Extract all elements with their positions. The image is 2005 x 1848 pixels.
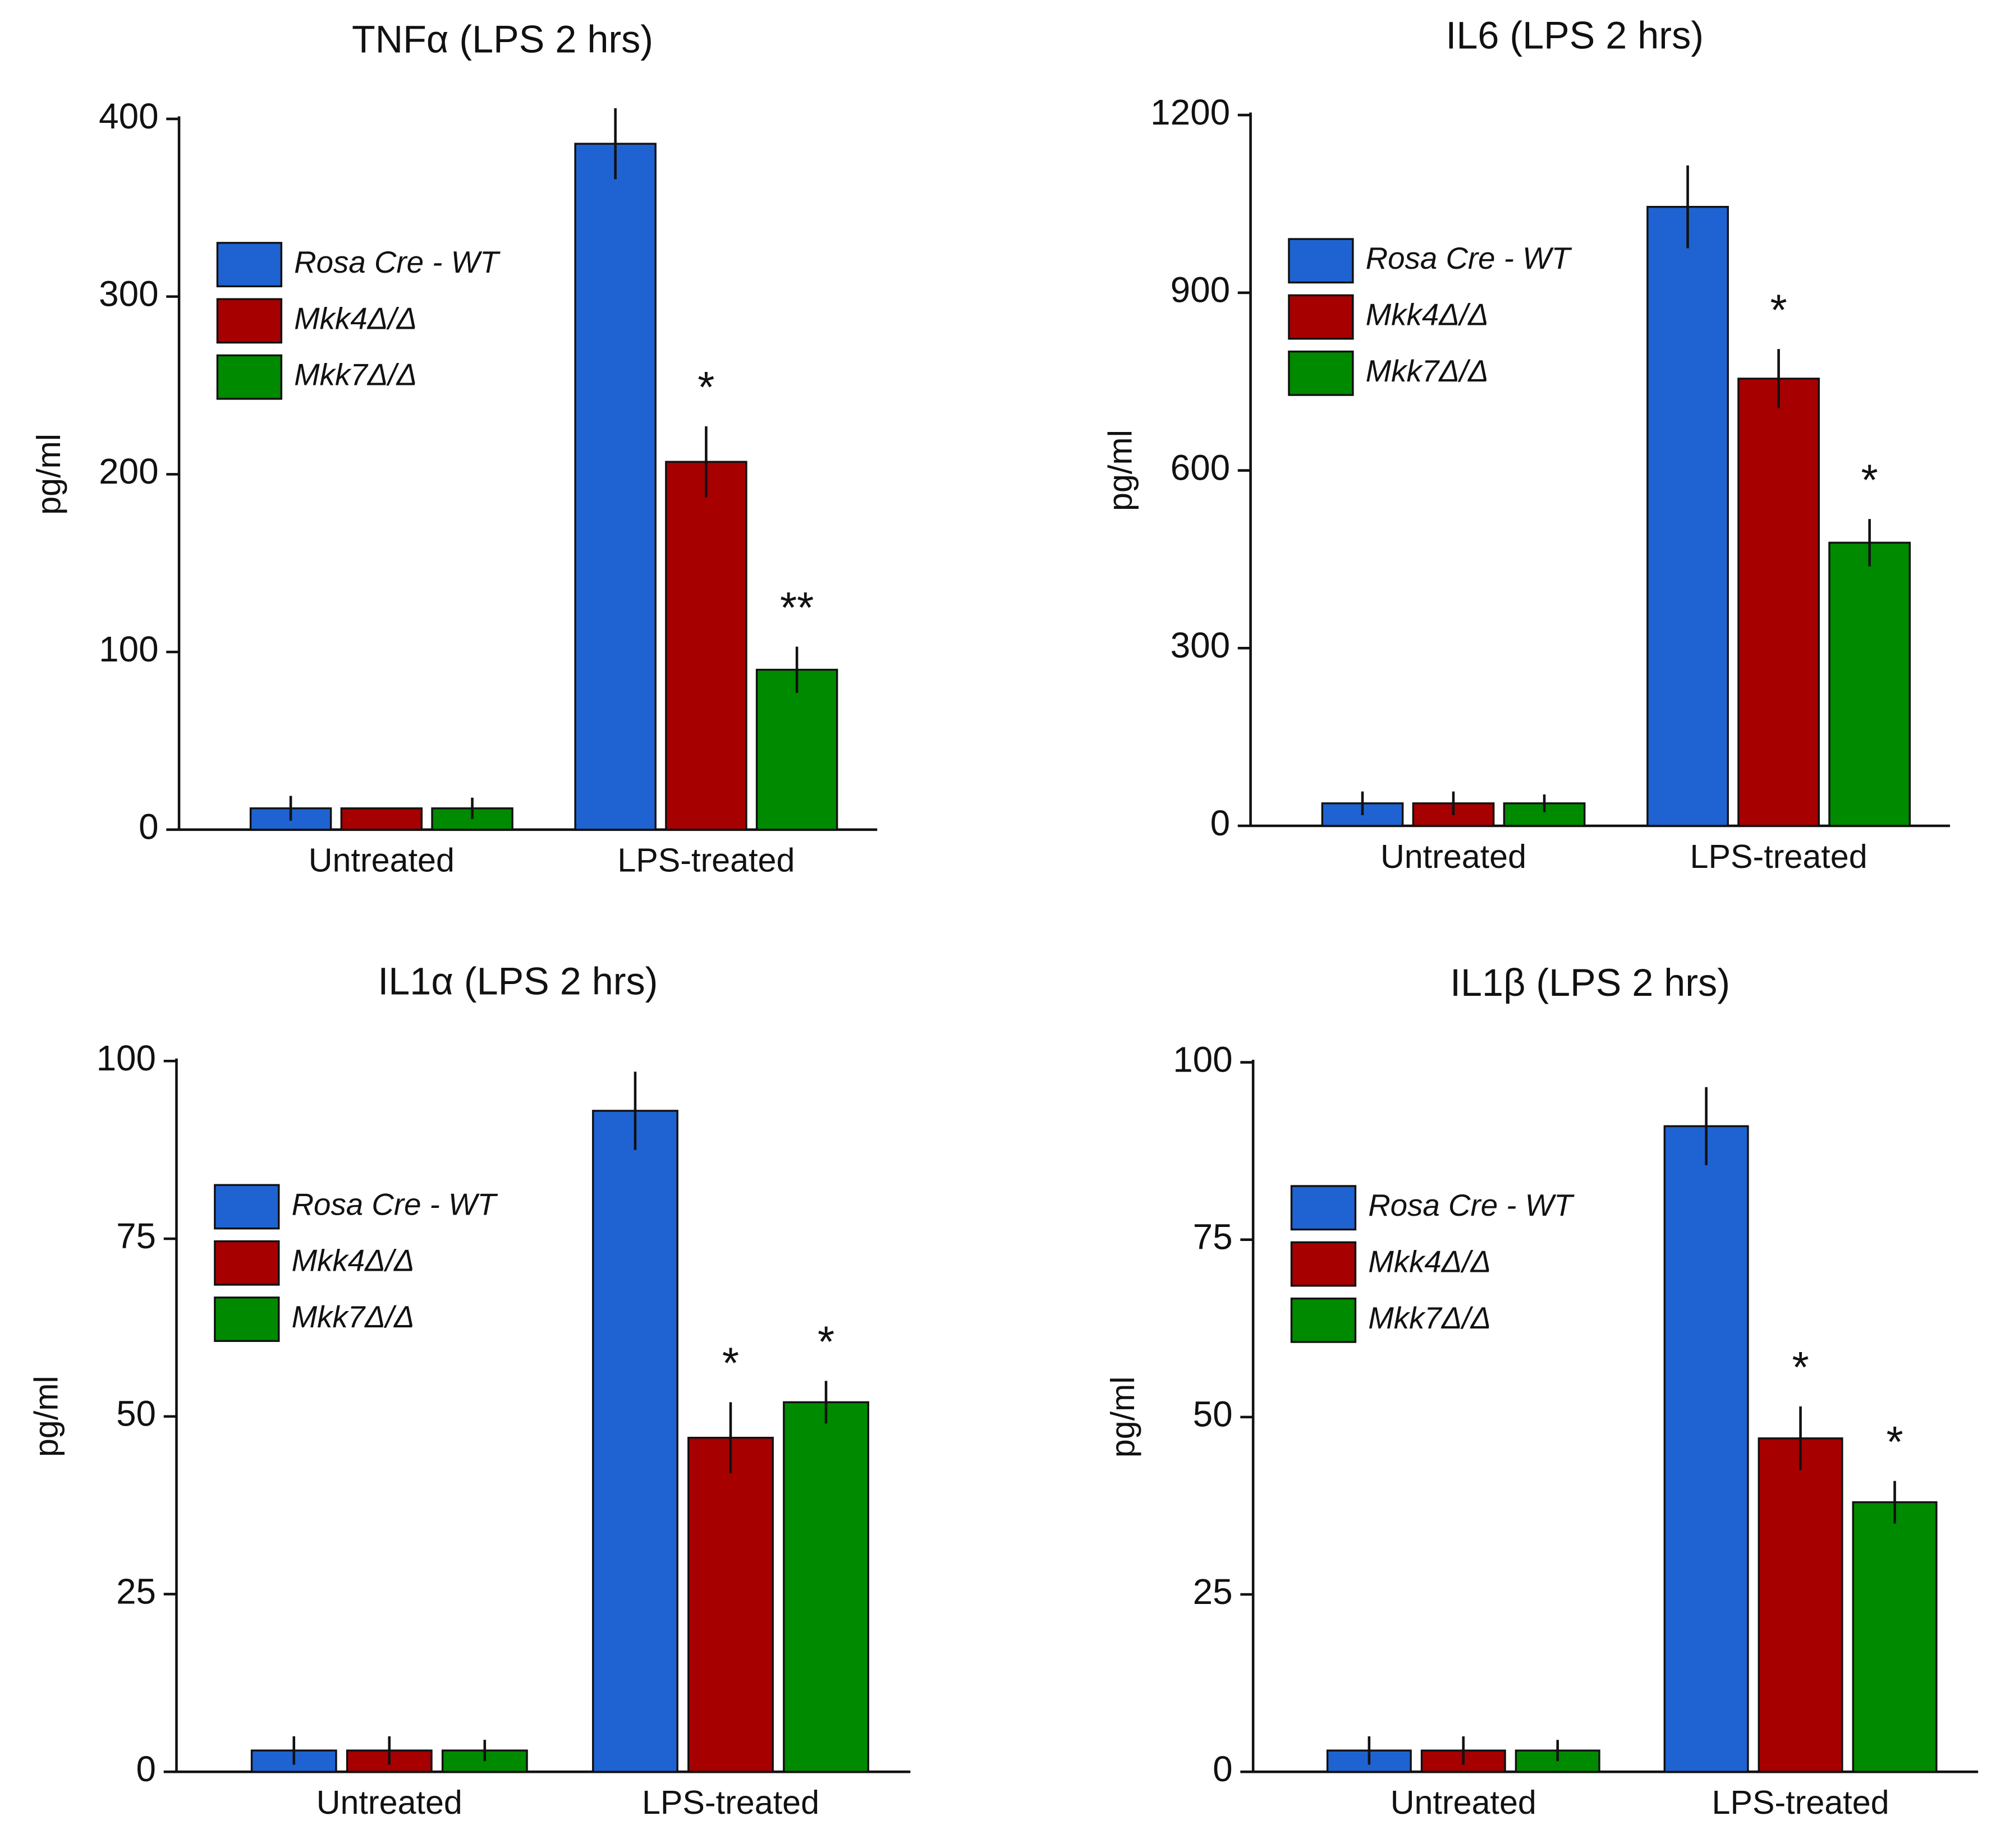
y-tick-label: 0 — [1213, 1749, 1232, 1789]
legend-swatch — [1288, 350, 1354, 396]
bar — [687, 1437, 774, 1773]
y-axis-label: pg/ml — [1101, 430, 1139, 511]
y-tick-label: 900 — [1171, 270, 1230, 310]
x-tick-label: Untreated — [309, 842, 455, 879]
y-tick-label: 200 — [99, 451, 158, 491]
bar — [1663, 1125, 1749, 1773]
bar — [755, 669, 838, 831]
legend-label: Mkk7Δ/Δ — [1366, 353, 1489, 388]
y-tick-label: 25 — [116, 1571, 156, 1611]
y-tick-label: 600 — [1171, 447, 1230, 488]
legend-label: Mkk4Δ/Δ — [294, 301, 417, 335]
y-tick-label: 0 — [139, 807, 158, 847]
legend-swatch — [1290, 1241, 1357, 1287]
y-tick-label: 100 — [1173, 1039, 1232, 1079]
y-tick-label: 75 — [116, 1216, 156, 1256]
bar — [592, 1110, 678, 1773]
bar — [1646, 206, 1729, 827]
significance-label: * — [722, 1339, 739, 1387]
legend-label: Mkk4Δ/Δ — [1366, 297, 1489, 332]
significance-label: * — [698, 364, 714, 412]
legend-swatch — [1290, 1297, 1357, 1343]
bar — [783, 1401, 869, 1773]
bar — [1758, 1437, 1843, 1773]
bar — [574, 142, 657, 831]
legend-swatch — [214, 1297, 280, 1342]
legend-swatch — [1288, 294, 1354, 340]
bar — [1828, 541, 1911, 827]
y-axis-label: pg/ml — [1104, 1376, 1141, 1458]
chart-title: IL1β (LPS 2 hrs) — [1450, 962, 1730, 1004]
significance-label: * — [1886, 1418, 1903, 1466]
legend-swatch — [214, 1184, 280, 1230]
x-tick-label: Untreated — [1391, 1783, 1536, 1821]
y-axis-label: pg/ml — [30, 434, 67, 515]
x-tick-label: LPS-treated — [617, 842, 795, 879]
legend-label: Mkk7Δ/Δ — [292, 1299, 415, 1334]
legend-swatch — [216, 354, 283, 400]
chart-panel: IL1α (LPS 2 hrs) pg/ml 0 25 50 75 100 Untreated… — [27, 960, 911, 1821]
legend-swatch — [1290, 1185, 1357, 1231]
y-tick-label: 100 — [97, 1038, 156, 1078]
y-tick-label: 300 — [1171, 625, 1230, 665]
x-tick-label: LPS-treated — [642, 1783, 819, 1821]
y-tick-label: 25 — [1193, 1571, 1233, 1612]
legend-swatch — [216, 298, 283, 344]
legend-label: Mkk7Δ/Δ — [294, 357, 417, 392]
legend-label: Mkk4Δ/Δ — [292, 1243, 415, 1278]
significance-label: * — [818, 1318, 834, 1366]
y-tick-label: 50 — [1193, 1394, 1233, 1435]
legend-label: Rosa Cre - WT — [294, 245, 501, 279]
x-tick-label: LPS-treated — [1712, 1783, 1889, 1821]
y-tick-label: 0 — [1210, 803, 1230, 843]
chart-panel: IL1β (LPS 2 hrs) pg/ml 0 25 50 75 100 Untreated… — [1104, 962, 1979, 1821]
significance-label: * — [1861, 456, 1878, 504]
legend-label: Mkk4Δ/Δ — [1368, 1244, 1491, 1279]
legend-label: Rosa Cre - WT — [1366, 241, 1572, 275]
legend-label: Rosa Cre - WT — [292, 1187, 498, 1221]
y-tick-label: 1200 — [1150, 92, 1230, 132]
chart-panel: IL6 (LPS 2 hrs) pg/ml 0 300 600 900 1200 Untrea… — [1101, 14, 1950, 875]
chart-panel: TNFα (LPS 2 hrs) pg/ml 0 100 200 300 400 Untrea… — [30, 18, 878, 879]
y-tick-label: 100 — [99, 629, 158, 669]
chart-title: IL1α (LPS 2 hrs) — [378, 960, 658, 1003]
x-tick-label: Untreated — [316, 1783, 462, 1821]
chart-title: IL6 (LPS 2 hrs) — [1446, 14, 1704, 57]
y-tick-label: 0 — [136, 1749, 156, 1789]
legend-label: Rosa Cre - WT — [1368, 1188, 1575, 1222]
y-tick-label: 50 — [116, 1394, 156, 1434]
y-tick-label: 300 — [99, 274, 158, 314]
significance-label: ** — [780, 583, 814, 632]
legend-label: Mkk7Δ/Δ — [1368, 1300, 1491, 1335]
bar — [1737, 378, 1820, 827]
bar — [665, 461, 747, 831]
legend-swatch — [216, 242, 283, 288]
legend-swatch — [214, 1240, 280, 1286]
y-axis-label: pg/ml — [27, 1376, 65, 1457]
x-tick-label: Untreated — [1380, 838, 1526, 875]
chart-title: TNFα (LPS 2 hrs) — [352, 18, 653, 61]
y-tick-label: 400 — [99, 96, 158, 136]
legend-swatch — [1288, 238, 1354, 284]
x-tick-label: LPS-treated — [1690, 838, 1868, 875]
bar — [340, 807, 423, 831]
bar — [1852, 1501, 1938, 1773]
significance-label: * — [1792, 1344, 1809, 1392]
significance-label: * — [1770, 286, 1787, 334]
y-tick-label: 75 — [1193, 1217, 1233, 1257]
